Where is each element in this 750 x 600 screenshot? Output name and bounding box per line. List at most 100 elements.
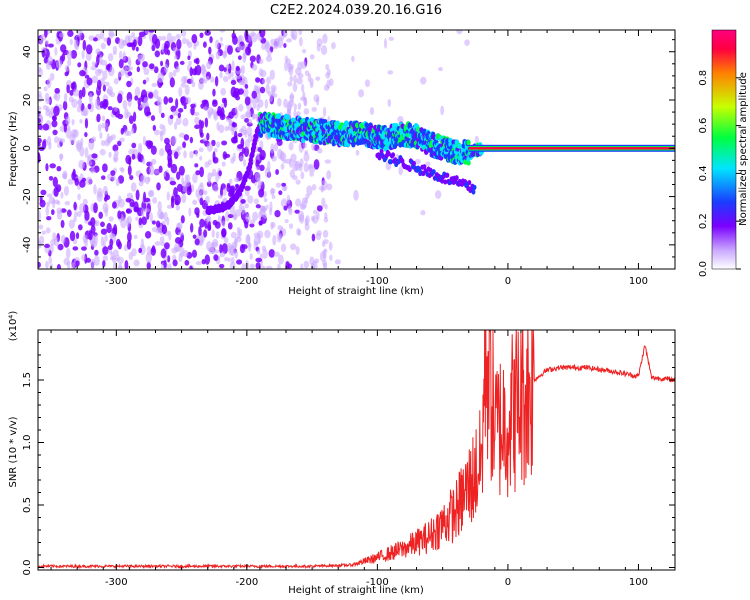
noise-blob [91, 75, 99, 84]
chart-title: C2E2.2024.039.20.16.G16 [270, 3, 442, 18]
noise-blob [142, 157, 146, 165]
noise-blob [122, 99, 128, 110]
noise-blob [178, 107, 184, 113]
noise-blob [41, 49, 46, 58]
noise-blob [38, 106, 42, 111]
noise-blob [149, 212, 153, 223]
noise-blob [82, 39, 87, 51]
noise-blob [456, 30, 463, 35]
noise-blob [331, 42, 336, 50]
noise-blob [100, 139, 106, 147]
noise-blob [204, 30, 211, 36]
carrier-blob [248, 160, 253, 167]
noise-blob [183, 104, 187, 110]
noise-blob [321, 179, 328, 191]
noise-blob [38, 210, 42, 222]
noise-blob [93, 184, 97, 195]
noise-blob [85, 176, 93, 186]
carrier-blob [335, 120, 340, 127]
noise-blob [98, 211, 103, 219]
noise-blob [264, 98, 269, 109]
x-tick-label: 100 [629, 577, 648, 588]
noise-blob [167, 263, 172, 269]
noise-blob [301, 48, 307, 54]
noise-blob [134, 95, 139, 101]
noise-blob [311, 106, 318, 112]
noise-blob [281, 182, 287, 187]
noise-blob [112, 201, 117, 209]
noise-blob [159, 212, 165, 220]
noise-blob [262, 248, 268, 259]
carrier-blob [467, 180, 472, 186]
x-tick-label: -100 [366, 276, 389, 287]
noise-blob [240, 114, 246, 120]
noise-blob [103, 37, 108, 42]
noise-blob [110, 170, 116, 176]
noise-blob [58, 32, 65, 38]
noise-blob [84, 147, 89, 159]
noise-blob [127, 71, 133, 77]
noise-blob [199, 197, 204, 206]
noise-blob [51, 209, 55, 216]
noise-blob [105, 64, 111, 71]
noise-blob [126, 66, 134, 71]
noise-blob [324, 203, 328, 210]
noise-blob [131, 153, 136, 160]
noise-blob [90, 65, 97, 71]
noise-blob [144, 231, 152, 239]
noise-blob [113, 78, 119, 85]
noise-blob [289, 92, 295, 103]
noise-blob [246, 126, 253, 137]
noise-blob [177, 112, 181, 119]
colorbar-ticks: 0.0 0.2 0.4 0.6 0.8 [698, 70, 741, 277]
noise-blob [307, 72, 312, 83]
noise-blob [46, 201, 51, 208]
noise-blob [218, 64, 225, 72]
noise-blob [135, 189, 140, 201]
noise-blob [138, 31, 146, 38]
noise-blob [264, 229, 271, 239]
noise-blob [111, 174, 116, 182]
noise-blob [40, 189, 47, 196]
noise-blob [169, 77, 175, 88]
noise-blob [163, 43, 169, 55]
noise-blob [106, 133, 110, 144]
noise-blob [265, 204, 269, 210]
noise-blob [126, 216, 133, 225]
noise-blob [143, 191, 147, 203]
noise-blob [247, 241, 252, 253]
noise-blob [208, 247, 212, 252]
noise-blob [53, 186, 59, 198]
noise-blob [64, 71, 69, 77]
noise-blob [94, 249, 99, 256]
noise-blob [143, 68, 150, 76]
noise-blob [219, 30, 226, 33]
noise-blob [244, 83, 249, 90]
noise-blob [273, 251, 280, 257]
noise-blob [219, 36, 223, 42]
noise-blob [222, 187, 227, 197]
carrier-blob [466, 139, 471, 146]
noise-blob [215, 39, 220, 50]
noise-blob [82, 234, 88, 244]
noise-blob [271, 194, 276, 199]
noise-blob [224, 126, 229, 132]
noise-blob [258, 188, 265, 198]
noise-blob [230, 231, 237, 239]
noise-blob [257, 249, 261, 255]
noise-blob [102, 185, 108, 195]
noise-blob [207, 172, 212, 182]
noise-blob [125, 197, 132, 203]
carrier-blob [466, 159, 471, 166]
colorbar [711, 29, 737, 270]
carrier-blob [445, 172, 450, 178]
noise-blob [65, 247, 71, 259]
noise-blob [201, 79, 208, 84]
noise-blob [221, 97, 226, 104]
noise-blob [230, 71, 235, 78]
noise-blob [293, 74, 297, 84]
noise-blob [233, 238, 238, 249]
noise-blob [117, 241, 122, 250]
noise-blob [216, 121, 220, 131]
